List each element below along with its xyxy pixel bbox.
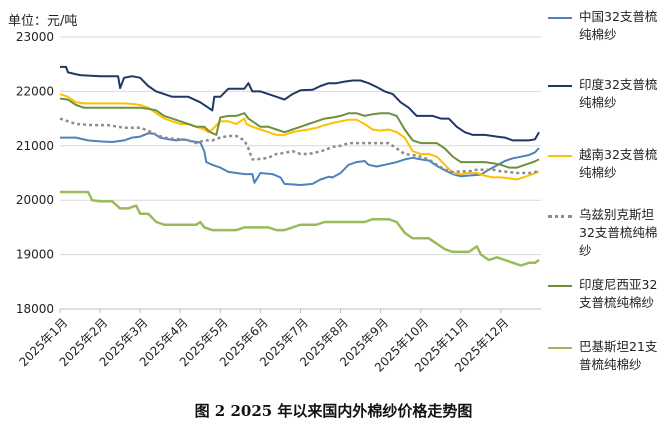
series-line-1 (60, 132, 540, 186)
x-axis-ticks: 2025年1月2025年2月2025年3月2025年4月2025年5月2025年… (16, 309, 511, 375)
series-line-6 (60, 190, 540, 267)
y-axis-ticks: 18000 19000 20000 21000 22000 23000 (16, 30, 54, 316)
legend-label: 巴基斯坦21支普梳纯棉纱 (579, 339, 658, 372)
y-tick-label: 23000 (16, 30, 54, 44)
legend-swatch (548, 347, 572, 349)
series-line-2 (60, 65, 540, 142)
series-line-3 (59, 93, 540, 181)
legend-swatch (548, 85, 572, 87)
legend-swatch (548, 215, 572, 218)
legend-label: 越南32支普梳纯棉纱 (579, 147, 658, 180)
legend-swatch (548, 17, 572, 19)
y-tick-label: 18000 (16, 302, 54, 316)
legend-label: 印度32支普梳纯棉纱 (579, 77, 658, 110)
legend-swatch (548, 285, 572, 287)
series-lines (59, 65, 540, 267)
legend-swatch (548, 155, 572, 157)
legend-label: 中国32支普梳纯棉纱 (579, 9, 658, 42)
chart-caption: 图 2 2025 年以来国内外棉纱价格走势图 (194, 402, 473, 420)
unit-label: 单位：元/吨 (8, 14, 78, 29)
y-tick-label: 20000 (16, 193, 54, 207)
series-line-5 (59, 97, 540, 169)
y-tick-label: 21000 (16, 139, 54, 153)
legend-label: 印度尼西亚32支普梳纯棉纱 (579, 277, 658, 310)
y-tick-label: 19000 (16, 248, 54, 262)
series-line-4 (59, 117, 540, 175)
y-tick-label: 22000 (16, 84, 54, 98)
legend-label: 乌兹别克斯坦32支普梳纯棉纱 (579, 207, 658, 258)
